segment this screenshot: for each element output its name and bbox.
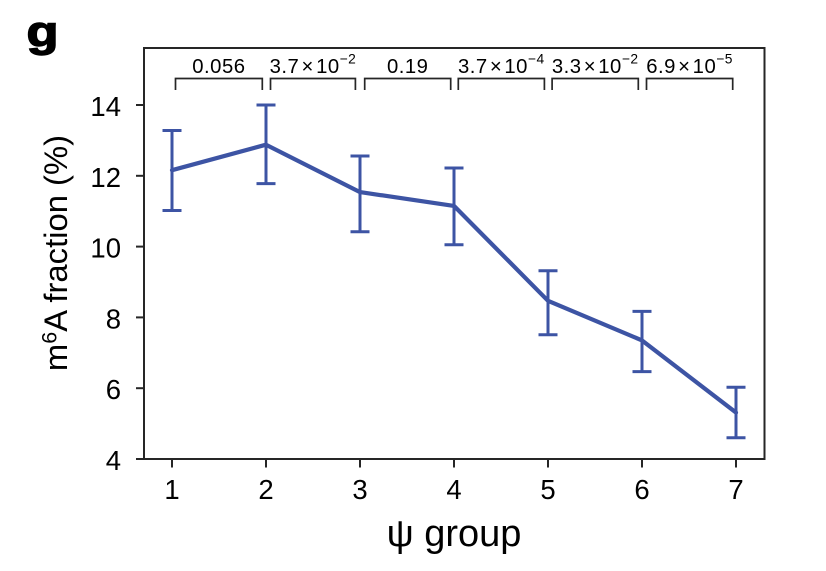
svg-text:7: 7	[728, 474, 743, 505]
svg-text:8: 8	[106, 303, 121, 334]
svg-text:3.7 × 10−2: 3.7 × 10−2	[270, 52, 357, 79]
svg-text:4: 4	[446, 474, 461, 505]
svg-text:3: 3	[352, 474, 367, 505]
svg-text:6: 6	[106, 374, 121, 405]
svg-text:10: 10	[90, 233, 121, 264]
svg-text:6.9 × 10−5: 6.9 × 10−5	[646, 52, 733, 79]
svg-text:g: g	[27, 8, 59, 56]
svg-text:2: 2	[258, 474, 273, 505]
svg-text:3.7 × 10−4: 3.7 × 10−4	[458, 52, 545, 79]
svg-text:0.19: 0.19	[387, 56, 428, 78]
svg-text:4: 4	[106, 445, 121, 476]
svg-text:14: 14	[90, 91, 121, 122]
svg-text:6: 6	[634, 474, 649, 505]
svg-text:0.056: 0.056	[192, 56, 245, 78]
svg-text:1: 1	[164, 474, 179, 505]
svg-text:ψ group: ψ group	[387, 513, 522, 555]
svg-text:5: 5	[540, 474, 555, 505]
svg-text:m6A fraction (%): m6A fraction (%)	[37, 135, 74, 371]
svg-text:3.3 × 10−2: 3.3 × 10−2	[552, 52, 639, 79]
svg-text:12: 12	[90, 162, 121, 193]
